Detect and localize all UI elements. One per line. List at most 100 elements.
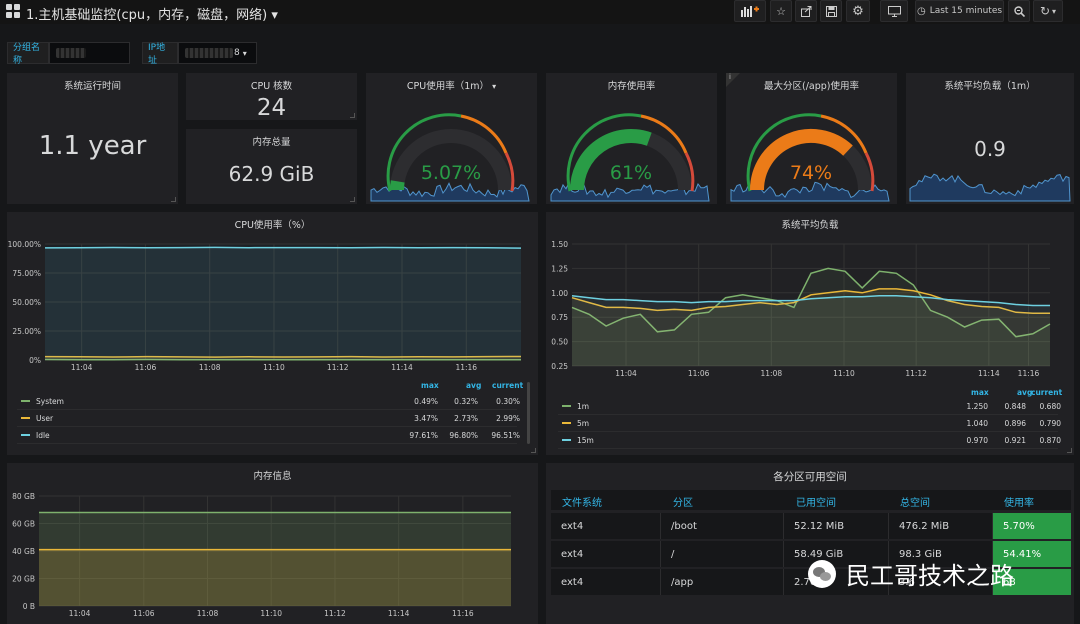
save-button[interactable]	[820, 0, 842, 22]
mem-gauge: 61%	[550, 113, 710, 202]
legend-header-max: max	[421, 381, 439, 390]
x-tick-label: 11:12	[324, 609, 346, 618]
settings-button[interactable]: ⚙	[846, 0, 870, 22]
legend-label: 1m	[577, 401, 590, 411]
legend-max-value: 0.49%	[414, 397, 438, 406]
disk-usage-gauge-panel: i 最大分区(/app)使用率 74%	[726, 73, 897, 204]
column-header-partition[interactable]: 分区	[673, 498, 693, 509]
info-corner-icon[interactable]	[726, 73, 740, 87]
share-icon	[800, 5, 811, 17]
add-panel-button[interactable]	[734, 0, 766, 22]
legend-current-value: 2.99%	[496, 414, 520, 423]
legend-swatch	[562, 405, 571, 407]
legend-label: 15m	[577, 435, 594, 445]
load-avg-value: 0.9	[974, 137, 1006, 161]
panel-title[interactable]: CPU使用率（1m） ▾	[406, 81, 497, 92]
panel-title: CPU 核数	[250, 81, 293, 92]
column-header-used[interactable]: 已用空间	[796, 498, 836, 509]
legend-swatch	[562, 422, 571, 424]
table-cell: 476.2 MiB	[889, 513, 993, 539]
table-header-row	[551, 490, 1071, 510]
dashboard-grid-icon[interactable]	[6, 4, 20, 18]
chevron-down-icon: ▾	[492, 82, 497, 91]
legend-item[interactable]: 15m	[562, 432, 594, 448]
legend-current-value: 0.30%	[496, 397, 520, 406]
panel-title: 系统运行时间	[63, 81, 121, 92]
legend-divider	[17, 409, 517, 410]
legend-item[interactable]: 1m	[562, 398, 589, 414]
variable-ip-select[interactable]: 8 ▾	[178, 42, 257, 64]
load-avg-panel: 系统平均负载（1m） 0.9	[906, 73, 1074, 204]
column-header-total[interactable]: 总空间	[900, 498, 930, 509]
threshold-arc-orange	[460, 114, 508, 154]
x-tick-label: 11:10	[260, 609, 282, 618]
legend-swatch	[562, 439, 571, 441]
panel-title: 内存总量	[252, 137, 291, 148]
x-tick-label: 11:08	[199, 363, 221, 372]
gauge-value: 61%	[610, 162, 652, 184]
x-tick-label: 11:14	[978, 369, 1000, 378]
legend-max-value: 3.47%	[414, 414, 438, 423]
gauge-fill	[570, 129, 652, 191]
legend-item[interactable]: 5m	[562, 415, 589, 431]
mem-total-value: 62.9 GiB	[228, 162, 315, 186]
legend-current-value: 96.51%	[491, 431, 520, 440]
chevron-down-icon: ▾	[1052, 6, 1057, 16]
resize-handle[interactable]	[350, 113, 355, 118]
column-header-usage[interactable]: 使用率	[1004, 498, 1034, 509]
y-tick-label: 40 GB	[12, 547, 35, 556]
series-area	[39, 512, 511, 606]
threshold-arc-green	[386, 113, 462, 192]
panel-title: 内存信息	[253, 471, 292, 482]
table-cell: 2.70	[784, 569, 889, 595]
share-button[interactable]	[795, 0, 817, 22]
uptime-value: 1.1 year	[38, 131, 147, 161]
tv-mode-button[interactable]	[880, 0, 908, 22]
legend-current-value: 0.680	[1039, 402, 1061, 411]
legend-item[interactable]: User	[21, 410, 53, 426]
redacted-value	[185, 48, 233, 58]
legend-divider	[17, 443, 517, 444]
variable-group-select[interactable]	[49, 42, 130, 64]
legend-scrollbar[interactable]	[527, 382, 530, 444]
table-cell: ext4	[551, 541, 661, 567]
legend-avg-value: 96.80%	[449, 431, 478, 440]
legend-label: Idle	[36, 430, 50, 440]
wechat-watermark: 民工哥技术之路	[808, 556, 1014, 591]
zoom-out-button[interactable]	[1008, 0, 1030, 22]
x-tick-label: 11:16	[1018, 369, 1040, 378]
legend-avg-value: 0.896	[1004, 419, 1026, 428]
legend-swatch	[21, 434, 30, 436]
column-header-filesystem[interactable]: 文件系统	[562, 498, 602, 509]
legend-item[interactable]: System	[21, 393, 64, 409]
time-range-picker[interactable]: ◷ Last 15 minutes	[915, 0, 1004, 22]
top-navbar: 1.主机基础监控(cpu，内存，磁盘，网络) ▾ ☆ ⚙ ◷ Last 15 mi…	[0, 0, 1080, 24]
y-tick-label: 60 GB	[12, 520, 35, 529]
legend-max-value: 0.970	[966, 436, 988, 445]
series-line	[571, 288, 1050, 315]
resize-handle[interactable]	[531, 448, 536, 453]
legend-item[interactable]: Idle	[21, 427, 50, 443]
cpu-gauge: 5.07%	[370, 113, 530, 202]
uptime-panel: 系统运行时间 1.1 year	[7, 73, 178, 204]
panel-title: 最大分区(/app)使用率	[764, 81, 859, 92]
refresh-icon: ↻	[1039, 4, 1051, 18]
x-tick-label: 11:16	[455, 363, 477, 372]
series-line	[44, 246, 522, 249]
star-button[interactable]: ☆	[770, 0, 792, 22]
threshold-arc-orange	[640, 114, 688, 154]
table-cell: ext4	[551, 569, 661, 595]
resize-handle[interactable]	[1067, 448, 1072, 453]
resize-handle[interactable]	[350, 197, 355, 202]
x-tick-label: 11:08	[761, 369, 783, 378]
refresh-button[interactable]: ↻ ▾	[1033, 0, 1063, 22]
x-tick-label: 11:06	[688, 369, 710, 378]
variable-label-group: 分组名称	[7, 42, 49, 66]
cpu-usage-chart-panel: CPU使用率（%） 100.00% 75.00% 50.00% 25.00% 0% 11:…	[7, 212, 538, 455]
dashboard-title[interactable]: 1.主机基础监控(cpu，内存，磁盘，网络) ▾	[26, 8, 278, 23]
variable-label-ip: IP地址	[142, 42, 178, 66]
gauge-value: 74%	[790, 162, 832, 184]
resize-handle[interactable]	[171, 197, 176, 202]
legend-avg-value: 0.32%	[454, 397, 478, 406]
legend-avg-value: 0.848	[1004, 402, 1026, 411]
